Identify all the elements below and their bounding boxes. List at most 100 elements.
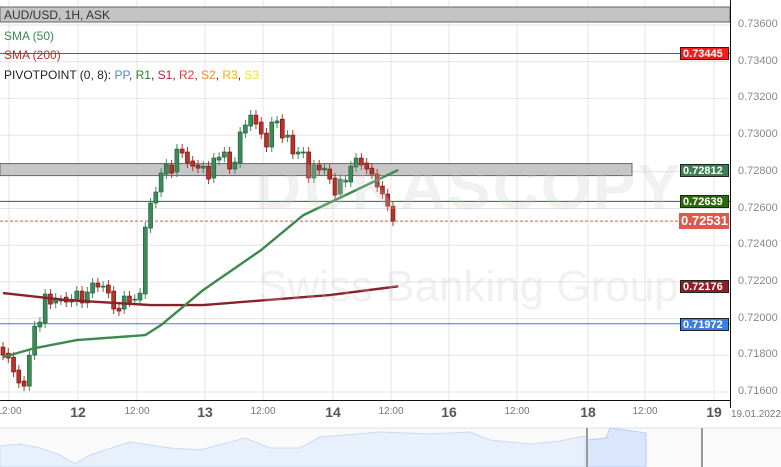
candle-body <box>164 163 169 175</box>
candle-body <box>132 298 138 301</box>
y-tick-label: 0.73000 <box>738 128 778 141</box>
candle-body <box>269 121 275 148</box>
candle-body <box>327 168 333 180</box>
candle-body <box>390 205 396 222</box>
candle-body <box>16 369 22 384</box>
candle-body <box>148 202 153 229</box>
candle-body <box>343 179 348 183</box>
sma50-line <box>2 168 399 359</box>
candle-body <box>127 295 132 303</box>
candle-body <box>364 162 369 170</box>
candle-body <box>142 226 148 295</box>
candle-body <box>243 124 248 134</box>
y-tick-label: 0.72800 <box>738 164 778 177</box>
candle-body <box>359 157 364 166</box>
candle-body <box>295 151 301 155</box>
candle-body <box>169 164 174 174</box>
pivot-legend-s1: S1 <box>157 68 173 82</box>
y-tick-label: 0.71600 <box>738 385 778 397</box>
x-tick-label: 12:00 <box>0 406 22 417</box>
candle-body <box>253 114 259 125</box>
x-tick-label: 13 <box>197 404 213 420</box>
y-tick-label: 0.72200 <box>738 274 778 287</box>
legend-sma200[interactable]: SMA (200) <box>4 48 61 62</box>
candle-body <box>222 151 227 158</box>
candle-body <box>227 151 232 170</box>
price-label: 0.73445 <box>680 47 729 61</box>
pivot-prefix: PIVOTPOINT (0, 8): <box>4 68 112 82</box>
navigator-series <box>0 431 586 467</box>
price-label: 0.72812 <box>680 163 729 177</box>
candle-body <box>248 114 253 127</box>
candle-body <box>337 178 343 195</box>
candle-body <box>311 164 317 179</box>
candle-body <box>380 185 385 195</box>
x-tick-label: 18 <box>580 404 596 420</box>
candle-body <box>237 131 243 164</box>
legend-sma50[interactable]: SMA (50) <box>4 29 55 43</box>
pivot-legend-r3: R3 <box>222 68 238 82</box>
y-tick-label: 0.72400 <box>738 238 778 251</box>
candle-body <box>195 164 201 169</box>
candle-body <box>106 284 111 294</box>
candle-body <box>206 165 211 180</box>
candle-body <box>27 354 32 387</box>
candle-body <box>21 380 27 387</box>
candle-body <box>290 134 296 155</box>
pivot-legend-r1: R1 <box>135 68 151 82</box>
candle-body <box>85 291 90 304</box>
candle-body <box>264 132 269 148</box>
x-tick-label: 12:00 <box>250 406 276 417</box>
y-tick-label: 0.72600 <box>738 201 778 214</box>
candle-body <box>348 165 354 183</box>
candle-body <box>32 325 37 356</box>
candle-body <box>174 148 180 173</box>
pivot-legend-s2: S2 <box>201 68 216 82</box>
y-tick-label: 0.73400 <box>738 54 778 67</box>
candle-body <box>79 290 85 304</box>
price-label: 0.71972 <box>680 317 729 331</box>
price-label: 0.72176 <box>680 280 729 294</box>
candle-body <box>95 282 101 288</box>
legend-pivotpoint[interactable]: PIVOTPOINT (0, 8): PP, R1, S1, R2, S2, R… <box>4 68 260 82</box>
x-tick-label: 12:00 <box>378 406 404 417</box>
candle-body <box>258 121 264 135</box>
candle-body <box>274 120 280 124</box>
x-tick-label: 12:00 <box>632 406 658 417</box>
candle-body <box>200 165 206 169</box>
y-tick-label: 0.73600 <box>738 18 778 30</box>
instrument-title: AUD/USD, 1H, ASK <box>4 8 111 22</box>
candle-body <box>111 290 116 310</box>
pivot-legend-s3: S3 <box>244 68 260 82</box>
candle-body <box>158 172 164 193</box>
candle-body <box>232 161 238 170</box>
candle-body <box>190 160 196 167</box>
sma200-line <box>2 285 399 307</box>
candle-body <box>216 156 222 161</box>
candle-body <box>369 167 375 175</box>
x-tick-label: 12:00 <box>124 406 150 417</box>
y-tick-label: 0.72000 <box>738 311 778 324</box>
candle-body <box>322 167 327 171</box>
candle-body <box>153 191 159 204</box>
x-tick-label: 14 <box>325 404 341 420</box>
candle-body <box>285 134 290 138</box>
candle-body <box>280 118 285 139</box>
candle-body <box>137 292 143 301</box>
x-tick-label: 12 <box>70 404 86 420</box>
candle-body <box>385 193 391 207</box>
candle-body <box>11 356 16 373</box>
price-label: 0.72531 <box>679 213 729 230</box>
x-tick-label: 12:00 <box>504 406 530 417</box>
candle-body <box>179 148 185 154</box>
price-label: 0.72639 <box>680 195 729 209</box>
candle-body <box>332 177 338 196</box>
candle-body <box>211 157 217 179</box>
candle-body <box>353 157 359 168</box>
navigator-selection <box>586 427 647 467</box>
pivot-legend-pp: PP <box>114 68 129 82</box>
candle-body <box>116 307 122 312</box>
candle-body <box>90 282 95 294</box>
candle-body <box>301 151 306 154</box>
